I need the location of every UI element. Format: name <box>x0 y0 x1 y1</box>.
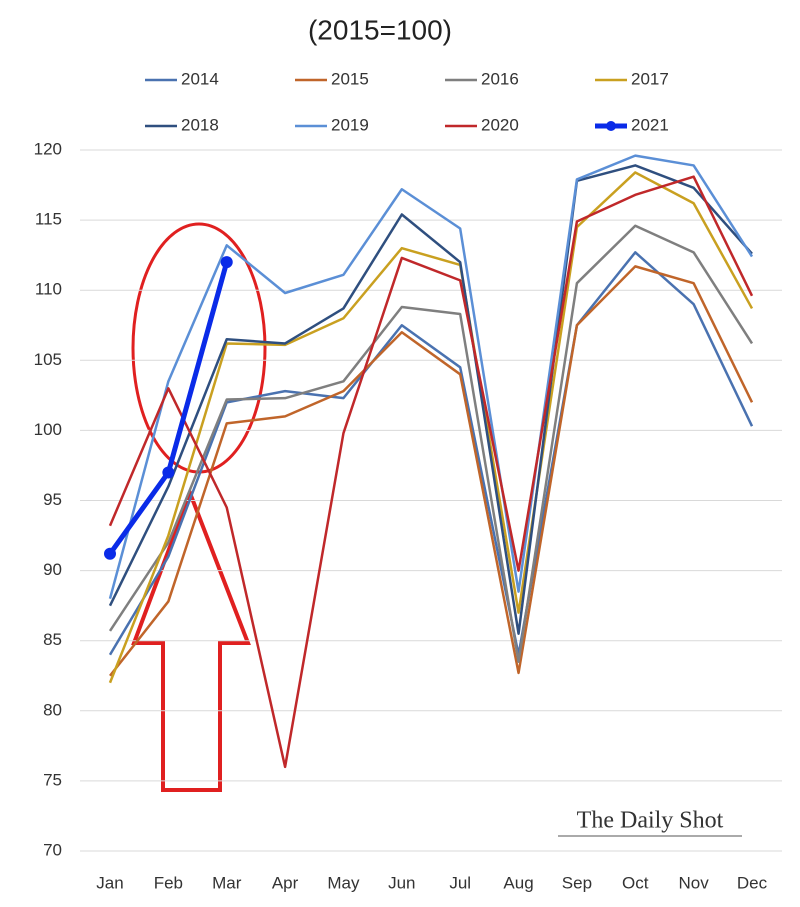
data-point <box>220 256 233 269</box>
x-tick-label: Mar <box>212 873 242 892</box>
legend-label: 2017 <box>631 69 669 88</box>
x-tick-label: Jun <box>388 873 415 892</box>
data-point <box>104 547 116 560</box>
x-tick-label: Nov <box>679 873 710 892</box>
y-tick-label: 75 <box>43 770 62 789</box>
x-tick-label: Jan <box>96 873 123 892</box>
x-tick-label: May <box>327 873 360 892</box>
y-tick-label: 80 <box>43 700 62 719</box>
data-point <box>162 466 175 479</box>
y-tick-label: 90 <box>43 560 62 579</box>
x-tick-label: Oct <box>622 873 649 892</box>
y-tick-label: 100 <box>34 420 62 439</box>
series-line <box>108 175 754 769</box>
x-tick-label: Dec <box>737 873 768 892</box>
x-tick-label: Apr <box>272 873 299 892</box>
y-tick-label: 105 <box>34 350 62 369</box>
y-tick-label: 95 <box>43 490 62 509</box>
legend-label: 2016 <box>481 69 519 88</box>
y-tick-label: 70 <box>43 840 62 859</box>
series-line <box>108 251 754 656</box>
y-tick-label: 85 <box>43 630 62 649</box>
legend-label: 2015 <box>331 69 369 88</box>
arrow <box>131 487 251 792</box>
highlight-ellipse <box>131 222 267 474</box>
series-line <box>109 265 754 677</box>
series-line <box>107 261 230 556</box>
series-line <box>108 171 754 684</box>
legend-label: 2020 <box>481 115 519 134</box>
x-tick-label: Sep <box>562 873 592 892</box>
y-tick-label: 120 <box>34 139 62 158</box>
legend-marker <box>606 121 616 131</box>
legend-label: 2018 <box>181 115 219 134</box>
series-line <box>108 224 754 663</box>
series-line <box>108 154 754 599</box>
x-tick-label: Aug <box>503 873 533 892</box>
y-tick-label: 115 <box>35 210 62 229</box>
chart-title: (2015=100) <box>308 14 452 45</box>
legend-label: 2021 <box>631 115 669 134</box>
legend-label: 2019 <box>331 115 369 134</box>
y-tick-label: 110 <box>35 280 62 299</box>
series-line <box>108 164 753 635</box>
legend-label: 2014 <box>181 69 219 88</box>
x-tick-label: Jul <box>449 873 471 892</box>
x-tick-label: Feb <box>154 873 183 892</box>
watermark: The Daily Shot <box>577 808 724 834</box>
